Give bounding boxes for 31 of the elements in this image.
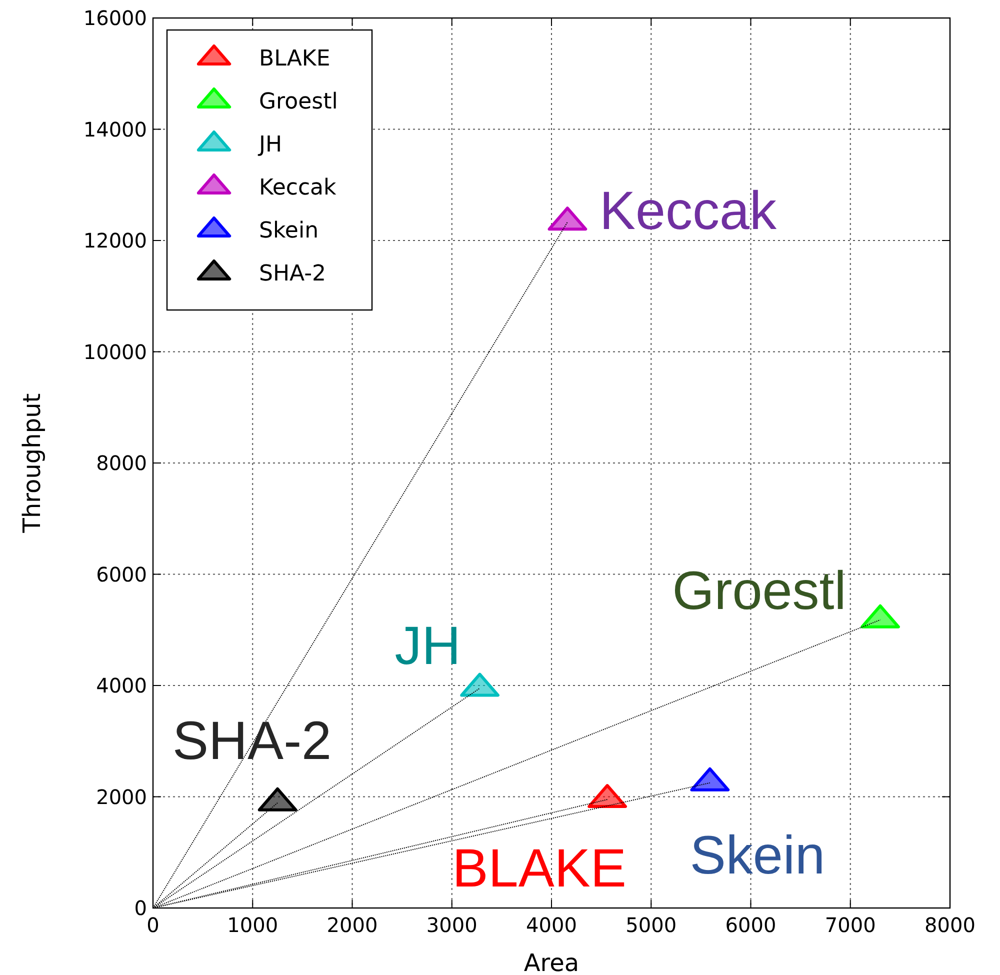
annotation: BLAKE bbox=[452, 838, 626, 898]
legend-label: JH bbox=[257, 132, 282, 158]
x-axis-title: Area bbox=[524, 949, 580, 975]
annotation: Groestl bbox=[672, 560, 846, 621]
y-axis-title: Throughput bbox=[18, 393, 46, 534]
annotation: SHA-2 bbox=[172, 710, 332, 771]
x-tick-label: 2000 bbox=[326, 913, 378, 937]
x-tick-label: 7000 bbox=[824, 913, 876, 937]
annotation: JH bbox=[394, 616, 461, 676]
y-tick-label: 12000 bbox=[83, 228, 147, 252]
legend-label: SHA-2 bbox=[259, 262, 326, 287]
y-tick-label: 16000 bbox=[83, 6, 147, 30]
x-tick-label: 3000 bbox=[426, 913, 478, 937]
y-tick-label: 8000 bbox=[96, 451, 147, 475]
legend-label: Skein bbox=[259, 218, 319, 244]
x-tick-label: 6000 bbox=[725, 913, 776, 937]
y-tick-label: 14000 bbox=[83, 117, 147, 142]
legend-label: BLAKE bbox=[259, 46, 330, 72]
annotation: Skein bbox=[690, 826, 825, 886]
x-tick-label: 8000 bbox=[924, 913, 976, 937]
y-tick-label: 6000 bbox=[96, 562, 147, 586]
x-tick-label: 4000 bbox=[526, 913, 577, 937]
x-tick-label: 5000 bbox=[626, 913, 677, 937]
legend-label: Keccak bbox=[259, 176, 337, 201]
y-tick-label: 10000 bbox=[83, 340, 147, 364]
legend-label: Groestl bbox=[259, 90, 338, 115]
y-tick-label: 0 bbox=[134, 896, 147, 920]
y-tick-label: 4000 bbox=[96, 674, 147, 698]
x-tick-label: 1000 bbox=[227, 913, 278, 937]
y-tick-label: 2000 bbox=[96, 784, 147, 809]
annotation: Keccak bbox=[599, 181, 778, 242]
